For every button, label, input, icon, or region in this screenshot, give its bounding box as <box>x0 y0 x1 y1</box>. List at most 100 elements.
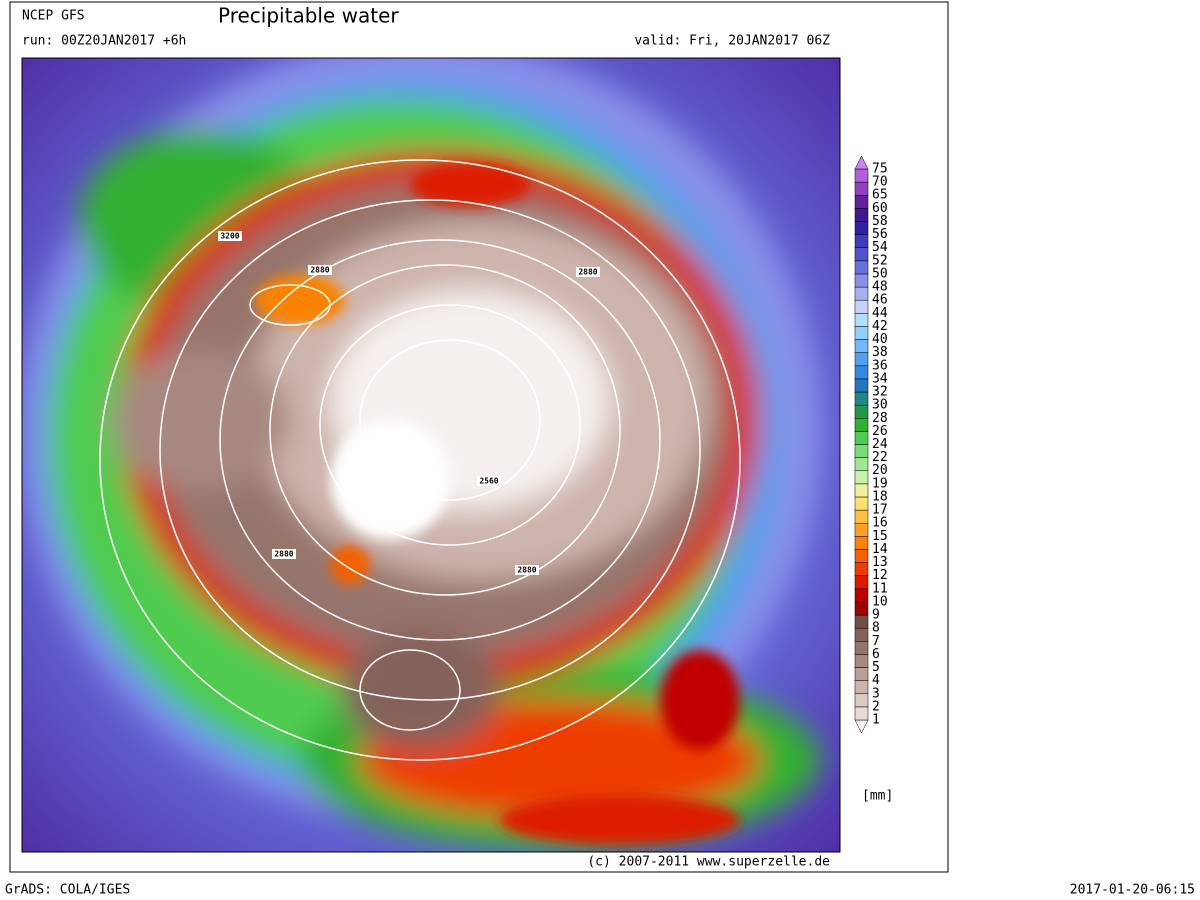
colorbar-label: 9 <box>872 608 880 623</box>
colorbar-label: 18 <box>872 489 888 504</box>
colorbar-label: 56 <box>872 227 888 242</box>
contours <box>99 159 741 761</box>
colorbar-label: 24 <box>872 437 888 452</box>
colorbar-box <box>854 273 869 288</box>
colorbar-label: 4 <box>872 673 880 688</box>
contour-label: 2880 <box>274 550 293 559</box>
colorbar-label: 22 <box>872 450 888 465</box>
colorbar-box <box>854 194 869 209</box>
colorbar-box <box>854 509 869 524</box>
colorbar-label: 54 <box>872 240 888 255</box>
copyright: (c) 2007-2011 www.superzelle.de <box>587 855 830 870</box>
colorbar-box <box>854 326 869 340</box>
colorbar-box <box>854 680 869 695</box>
map-border <box>21 57 841 853</box>
colorbar-box <box>854 562 869 576</box>
colorbar-box <box>854 339 869 353</box>
colorbar-box <box>854 654 869 668</box>
colorbar-label: 36 <box>872 358 888 373</box>
colorbar-box <box>854 181 869 196</box>
colorbar-box <box>854 522 869 537</box>
colorbar-label: 70 <box>872 175 888 190</box>
colorbar-label: 48 <box>872 280 888 295</box>
contour-label: 2880 <box>578 268 597 277</box>
colorbar-label: 10 <box>872 594 888 609</box>
colorbar-label: 20 <box>872 463 888 478</box>
model: NCEP GFS <box>22 9 85 24</box>
colorbar-label: 60 <box>872 201 888 216</box>
colorbar-label: 15 <box>872 529 888 544</box>
colorbar-label: 40 <box>872 332 888 347</box>
colorbar-label: 42 <box>872 319 888 334</box>
colorbar-box <box>854 168 869 183</box>
colorbar-label: 32 <box>872 385 888 400</box>
colorbar-label: 6 <box>872 647 880 662</box>
colorbar-box <box>854 575 869 590</box>
colorbar-label: 38 <box>872 345 888 360</box>
colorbar-box <box>854 444 869 458</box>
colorbar-box <box>854 299 869 314</box>
colorbar-label: 75 <box>872 162 888 177</box>
contour-label-bg <box>477 476 501 486</box>
colorbar-box <box>854 247 869 262</box>
colorbar-box <box>854 313 869 327</box>
colorbar-box <box>854 418 869 432</box>
colorbar-box <box>854 457 869 471</box>
valid: valid: Fri, 20JAN2017 06Z <box>634 34 830 49</box>
colorbar-box <box>854 549 869 563</box>
colorbar-box <box>854 601 869 616</box>
contour-label: 2880 <box>310 266 329 275</box>
contour-label: 2880 <box>517 566 536 575</box>
colorbar-label: 28 <box>872 411 888 426</box>
title: Precipitable water <box>218 4 399 28</box>
colorbar-triangle <box>854 719 869 734</box>
colorbar-label: 2 <box>872 699 880 714</box>
colorbar-label: 50 <box>872 266 888 281</box>
colorbar-label: 8 <box>872 621 880 636</box>
contour-label-bg <box>308 265 332 275</box>
timestamp: 2017-01-20-06:15 <box>1070 883 1195 898</box>
colorbar-label: 7 <box>872 634 880 649</box>
colorbar-box <box>854 260 869 275</box>
colorbar-label: 52 <box>872 253 888 268</box>
colorbar-label: 13 <box>872 555 888 570</box>
colorbar-label: 17 <box>872 503 888 518</box>
colorbar-box <box>854 404 869 419</box>
colorbar-label: 34 <box>872 371 888 386</box>
contour-label-bg <box>218 231 242 241</box>
colorbar-box <box>854 208 869 222</box>
colorbar-label: 5 <box>872 660 880 675</box>
map <box>22 58 840 852</box>
colorbar-label: 12 <box>872 568 888 583</box>
colorbar-box <box>854 706 869 721</box>
colorbar-label: 11 <box>872 581 888 596</box>
colorbar-box <box>854 221 869 235</box>
colorbar-label: 16 <box>872 516 888 531</box>
unit: [mm] <box>862 789 893 804</box>
colorbar-box <box>854 667 869 681</box>
run: run: 00Z20JAN2017 +6h <box>22 34 186 49</box>
colorbar-label: 26 <box>872 424 888 439</box>
colorbar-label: 65 <box>872 188 888 203</box>
software: GrADS: COLA/IGES <box>5 883 130 898</box>
colorbar-label: 58 <box>872 214 888 229</box>
colorbar-box <box>854 627 869 642</box>
colorbar-box <box>854 536 869 550</box>
colorbar-label: 30 <box>872 398 888 413</box>
colorbar-box <box>854 286 869 301</box>
colorbar-triangle <box>854 155 869 170</box>
colorbar-box <box>854 470 869 485</box>
colorbar-box <box>854 365 869 380</box>
colorbar-box <box>854 234 869 248</box>
contour-label-bg <box>515 565 539 575</box>
colorbar-label: 44 <box>872 306 888 321</box>
colorbar-label: 46 <box>872 293 888 308</box>
colorbar-box <box>854 693 869 708</box>
colorbar-label: 14 <box>872 542 888 557</box>
colorbar-box <box>854 483 869 498</box>
contour-label-bg <box>272 549 296 559</box>
colorbar-box <box>854 641 869 655</box>
colorbar-box <box>854 391 869 406</box>
colorbar-label: 3 <box>872 686 880 701</box>
